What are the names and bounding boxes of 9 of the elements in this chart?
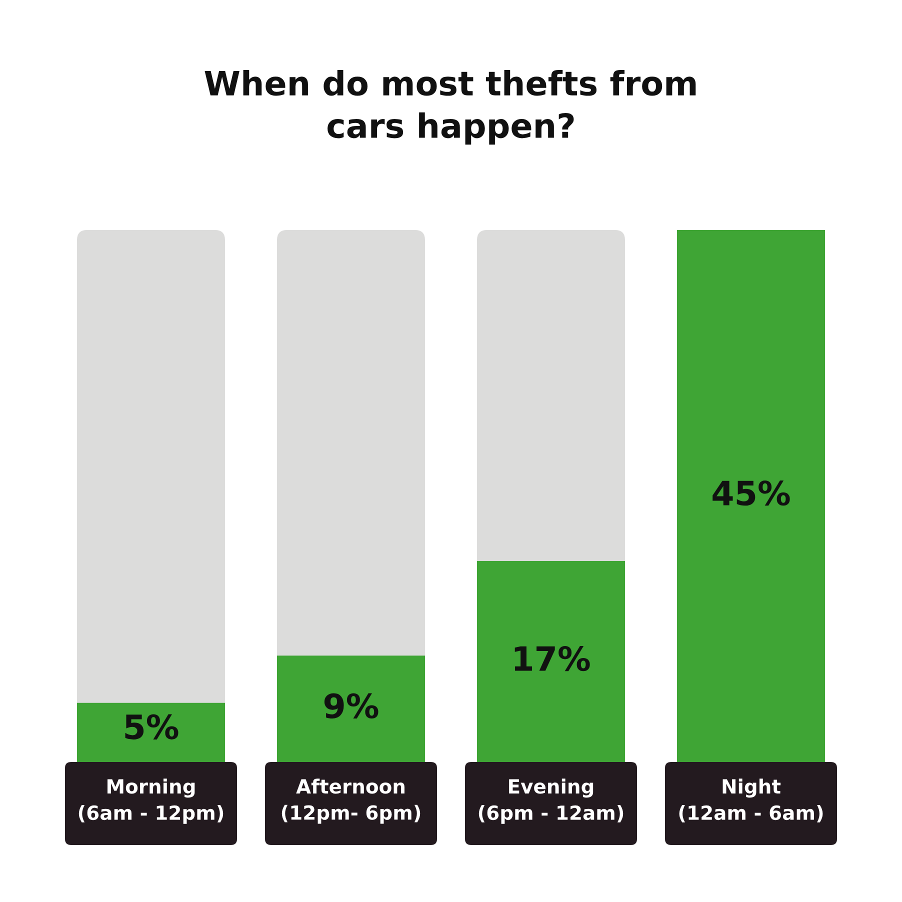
data-label: 45% [712,480,790,506]
data-label: 5% [125,714,178,740]
data-label: 9% [324,693,378,718]
chart-title: When do most thefts from cars happen? [204,70,696,145]
data-label: 17% [514,646,590,672]
x-tick-label: Afternoon (12pm- 6pm) [282,778,420,824]
x-tick-label: Evening (6pm - 12am) [478,778,624,824]
x-tick-label: Morning (6am - 12pm) [78,778,224,824]
x-tick-label: Night (12am - 6am) [679,778,823,822]
